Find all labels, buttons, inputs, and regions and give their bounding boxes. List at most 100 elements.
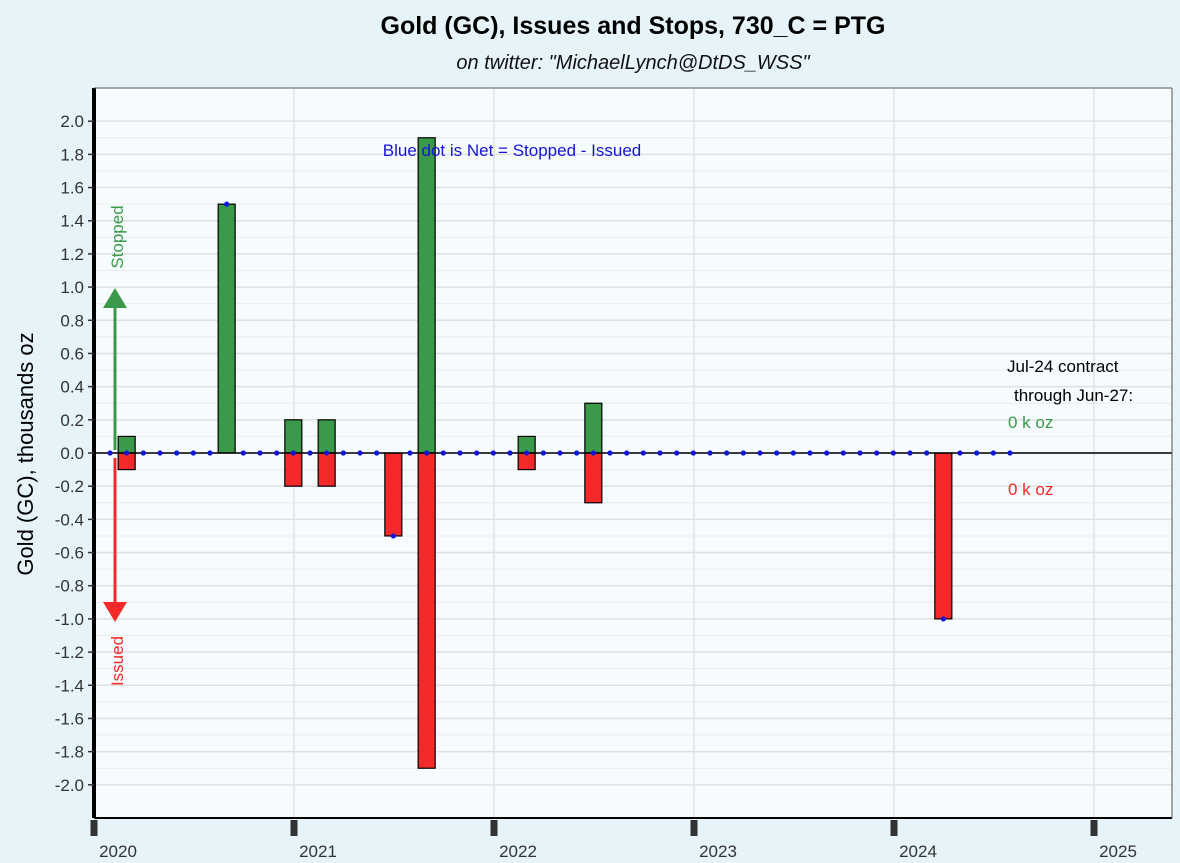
net-dot <box>140 450 146 456</box>
net-dot <box>407 450 413 456</box>
net-dot <box>807 450 813 456</box>
y-tick-label: -1.0 <box>55 610 84 629</box>
y-tick-label: 0.8 <box>60 311 84 330</box>
net-dots <box>107 201 1013 622</box>
stopped-indicator: Stopped <box>103 205 127 450</box>
contract-line-2: through Jun-27: <box>1014 386 1133 405</box>
y-tick-label: 0.2 <box>60 411 84 430</box>
chart-subtitle: on twitter: "MichaelLynch@DtDS_WSS" <box>456 52 810 74</box>
net-dot <box>840 450 846 456</box>
net-dot <box>590 450 596 456</box>
net-dot <box>724 450 730 456</box>
x-tick-label: 2022 <box>499 842 537 861</box>
net-dot <box>824 450 830 456</box>
net-dot <box>790 450 796 456</box>
stopped-bar <box>417 137 436 454</box>
net-dot <box>324 450 330 456</box>
net-dot <box>1007 450 1013 456</box>
y-tick-label: -0.4 <box>55 510 84 529</box>
y-axis-ticks: 2.0 1.8 1.6 1.4 1.2 1.0 0.8 0.6 0.4 0.2 0.0 -0.2 -0.… <box>55 112 94 795</box>
net-dot <box>574 450 580 456</box>
net-dot <box>474 450 480 456</box>
x-tick-label: 2020 <box>99 842 137 861</box>
chart-title: Gold (GC), Issues and Stops, 730_C = PTG <box>381 12 886 40</box>
y-tick-label: 2.0 <box>60 112 84 131</box>
net-dot <box>557 450 563 456</box>
y-tick-label: 1.8 <box>60 145 84 164</box>
net-dot <box>674 450 680 456</box>
net-dot <box>307 450 313 456</box>
net-dot <box>524 450 530 456</box>
net-dot <box>207 450 213 456</box>
net-note: Blue dot is Net = Stopped - Issued <box>383 141 641 160</box>
net-dot <box>607 450 613 456</box>
y-tick-label: 1.0 <box>60 278 84 297</box>
net-dot <box>357 450 363 456</box>
x-tick-label: 2025 <box>1099 842 1137 861</box>
issued-bar <box>384 452 403 537</box>
stopped-bar <box>584 402 603 454</box>
net-dot <box>440 450 446 456</box>
stopped-arrow-head <box>103 288 127 308</box>
net-dot <box>490 450 496 456</box>
net-dot <box>190 450 196 456</box>
net-dot <box>174 450 180 456</box>
net-dot <box>107 450 113 456</box>
net-dot <box>457 450 463 456</box>
y-tick-label: 1.2 <box>60 245 84 264</box>
issued-total: 0 k oz <box>1008 480 1053 499</box>
y-tick-label: -1.4 <box>55 676 84 695</box>
issued-arrow-head <box>103 602 127 622</box>
y-tick-label: 0.0 <box>60 444 84 463</box>
net-dot <box>707 450 713 456</box>
net-dot <box>890 450 896 456</box>
stopped-total: 0 k oz <box>1008 413 1053 432</box>
y-tick-label: -0.2 <box>55 477 84 496</box>
net-dot <box>857 450 863 456</box>
net-dot <box>540 450 546 456</box>
y-tick-label: -1.8 <box>55 743 84 762</box>
stopped-bar <box>284 419 303 454</box>
net-dot <box>424 450 430 456</box>
issued-bar <box>584 452 603 504</box>
net-dot <box>290 450 296 456</box>
y-tick-label: 0.6 <box>60 344 84 363</box>
y-tick-label: -1.6 <box>55 709 84 728</box>
net-dot <box>974 450 980 456</box>
grid <box>93 88 1172 818</box>
net-dot <box>990 450 996 456</box>
net-dot <box>124 450 130 456</box>
issued-bar <box>284 452 303 487</box>
bars <box>117 137 953 769</box>
issued-bar <box>417 452 436 769</box>
net-dot <box>907 450 913 456</box>
net-dot <box>940 616 946 622</box>
net-dot <box>740 450 746 456</box>
y-tick-label: 1.6 <box>60 179 84 198</box>
y-tick-label: -2.0 <box>55 776 84 795</box>
net-dot <box>390 533 396 539</box>
net-dot <box>240 450 246 456</box>
contract-line-1: Jul-24 contract <box>1007 357 1119 376</box>
net-dot <box>257 450 263 456</box>
net-dot <box>624 450 630 456</box>
net-dot <box>957 450 963 456</box>
y-axis-label: Gold (GC), thousands oz <box>13 332 38 575</box>
issued-bar <box>934 452 953 620</box>
net-dot <box>874 450 880 456</box>
y-tick-label: -0.8 <box>55 577 84 596</box>
net-dot <box>657 450 663 456</box>
net-dot <box>690 450 696 456</box>
net-dot <box>924 450 930 456</box>
net-dot <box>774 450 780 456</box>
stopped-bar <box>217 203 236 454</box>
x-tick-label: 2024 <box>899 842 937 861</box>
net-dot <box>507 450 513 456</box>
y-tick-label: 1.4 <box>60 212 84 231</box>
net-dot <box>157 450 163 456</box>
net-dot <box>757 450 763 456</box>
issued-bar <box>317 452 336 487</box>
net-dot <box>340 450 346 456</box>
stopped-label: Stopped <box>108 205 127 268</box>
